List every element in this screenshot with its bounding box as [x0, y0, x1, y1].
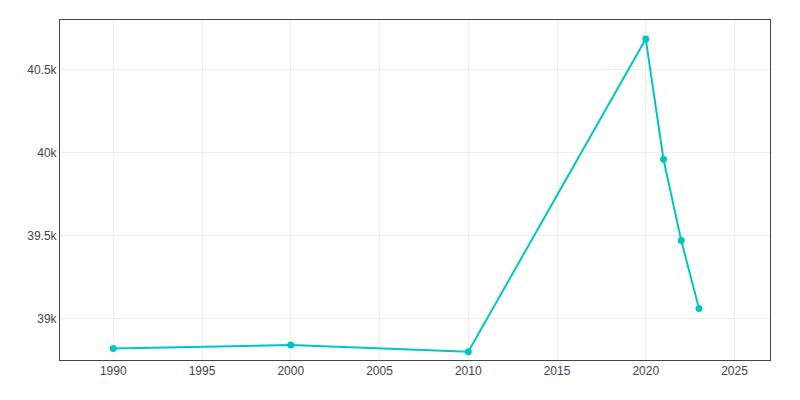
- svg-text:39.5k: 39.5k: [27, 229, 57, 243]
- svg-text:40k: 40k: [37, 146, 57, 160]
- svg-text:2020: 2020: [632, 364, 659, 378]
- svg-text:2000: 2000: [277, 364, 304, 378]
- svg-text:2010: 2010: [455, 364, 482, 378]
- svg-text:2005: 2005: [366, 364, 393, 378]
- svg-text:2015: 2015: [544, 364, 571, 378]
- svg-text:40.5k: 40.5k: [27, 63, 57, 77]
- svg-text:1995: 1995: [189, 364, 216, 378]
- svg-text:2025: 2025: [721, 364, 748, 378]
- svg-text:39k: 39k: [37, 312, 57, 326]
- svg-text:1990: 1990: [100, 364, 127, 378]
